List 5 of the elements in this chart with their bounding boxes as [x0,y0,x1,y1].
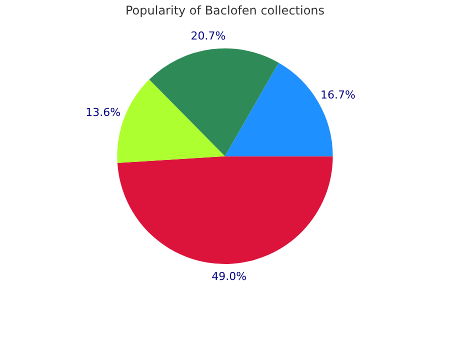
data-label: 16.7% [320,88,356,102]
data-label: 20.7% [190,29,226,42]
data-label: 49.0% [212,270,247,283]
chart-title: Popularity of Baclofen collections [125,3,325,18]
data-label: 13.6% [86,106,121,120]
